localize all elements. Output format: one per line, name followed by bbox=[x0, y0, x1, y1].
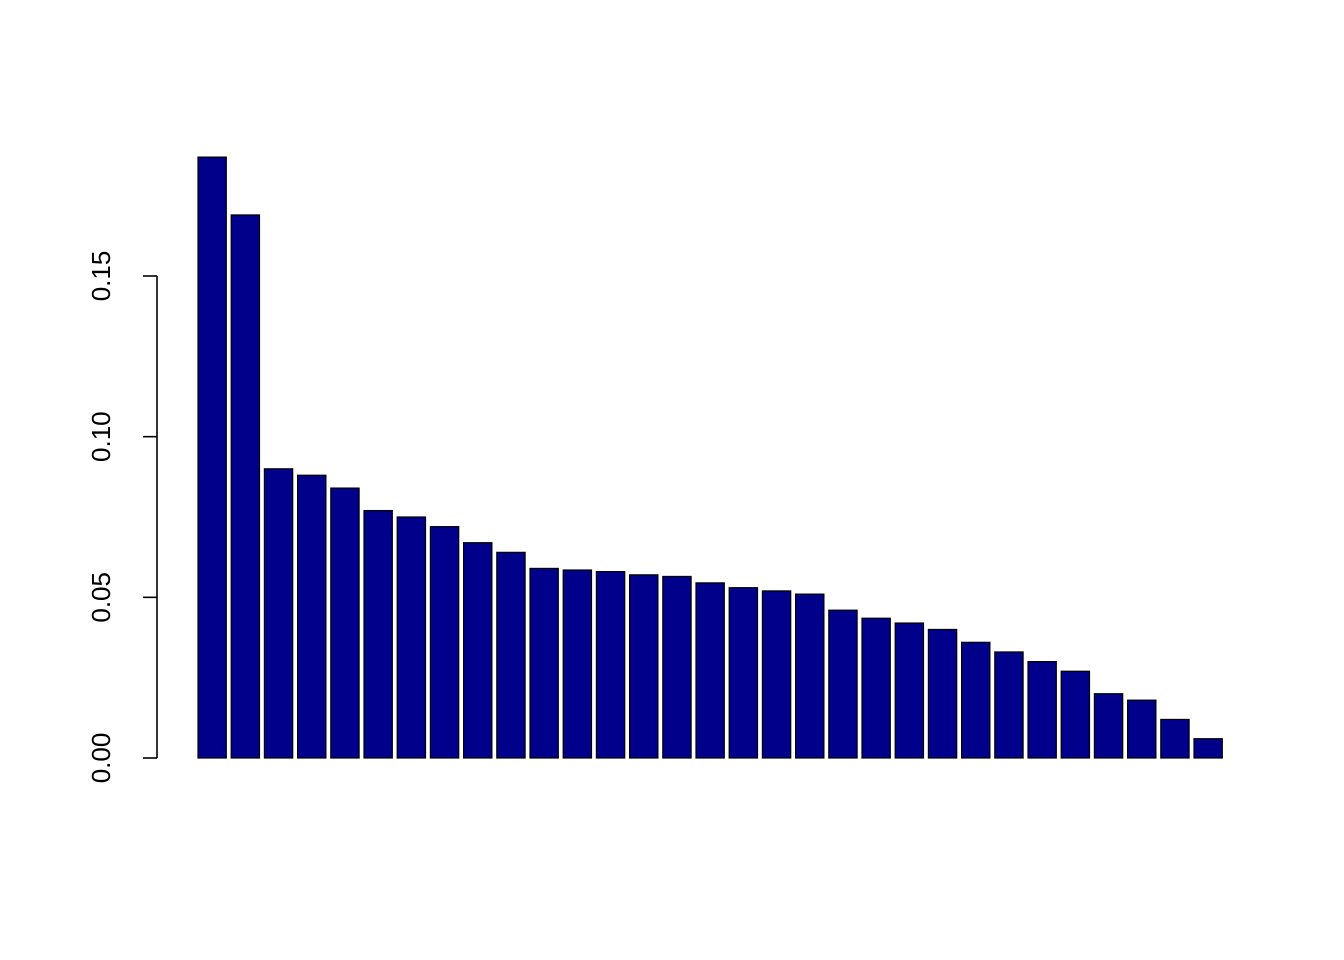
y-axis: 0.00 0.05 0.10 0.15 bbox=[86, 251, 158, 784]
bar bbox=[496, 551, 526, 759]
bar bbox=[861, 617, 891, 759]
bar bbox=[330, 487, 360, 759]
bar bbox=[628, 574, 659, 759]
bar bbox=[562, 569, 593, 759]
bar bbox=[828, 609, 858, 759]
bar bbox=[263, 468, 294, 759]
bar bbox=[1160, 718, 1190, 759]
bar bbox=[529, 567, 559, 759]
bar bbox=[230, 214, 261, 759]
bar bbox=[463, 542, 493, 759]
bar bbox=[1093, 693, 1124, 759]
bar bbox=[695, 582, 725, 759]
bar bbox=[1193, 738, 1223, 759]
bar bbox=[297, 474, 327, 759]
y-tick-label: 0.05 bbox=[86, 572, 116, 623]
bar bbox=[1126, 699, 1157, 759]
bar bbox=[1027, 660, 1057, 759]
bar bbox=[927, 628, 958, 759]
bar bbox=[363, 509, 393, 759]
bar bbox=[894, 622, 925, 759]
bar bbox=[429, 526, 460, 759]
y-tick-label: 0.10 bbox=[86, 411, 116, 462]
bar bbox=[994, 651, 1024, 759]
bar bbox=[197, 156, 227, 759]
bars bbox=[197, 156, 1223, 759]
bar bbox=[595, 571, 626, 759]
bar bbox=[794, 593, 825, 759]
bar bbox=[960, 641, 991, 759]
bar bbox=[396, 516, 427, 759]
bar bbox=[662, 575, 692, 759]
bar bbox=[1060, 670, 1091, 759]
bar bbox=[728, 587, 759, 759]
bar bbox=[761, 590, 792, 759]
y-tick-label: 0.15 bbox=[86, 251, 116, 302]
y-tick-label: 0.00 bbox=[86, 733, 116, 784]
